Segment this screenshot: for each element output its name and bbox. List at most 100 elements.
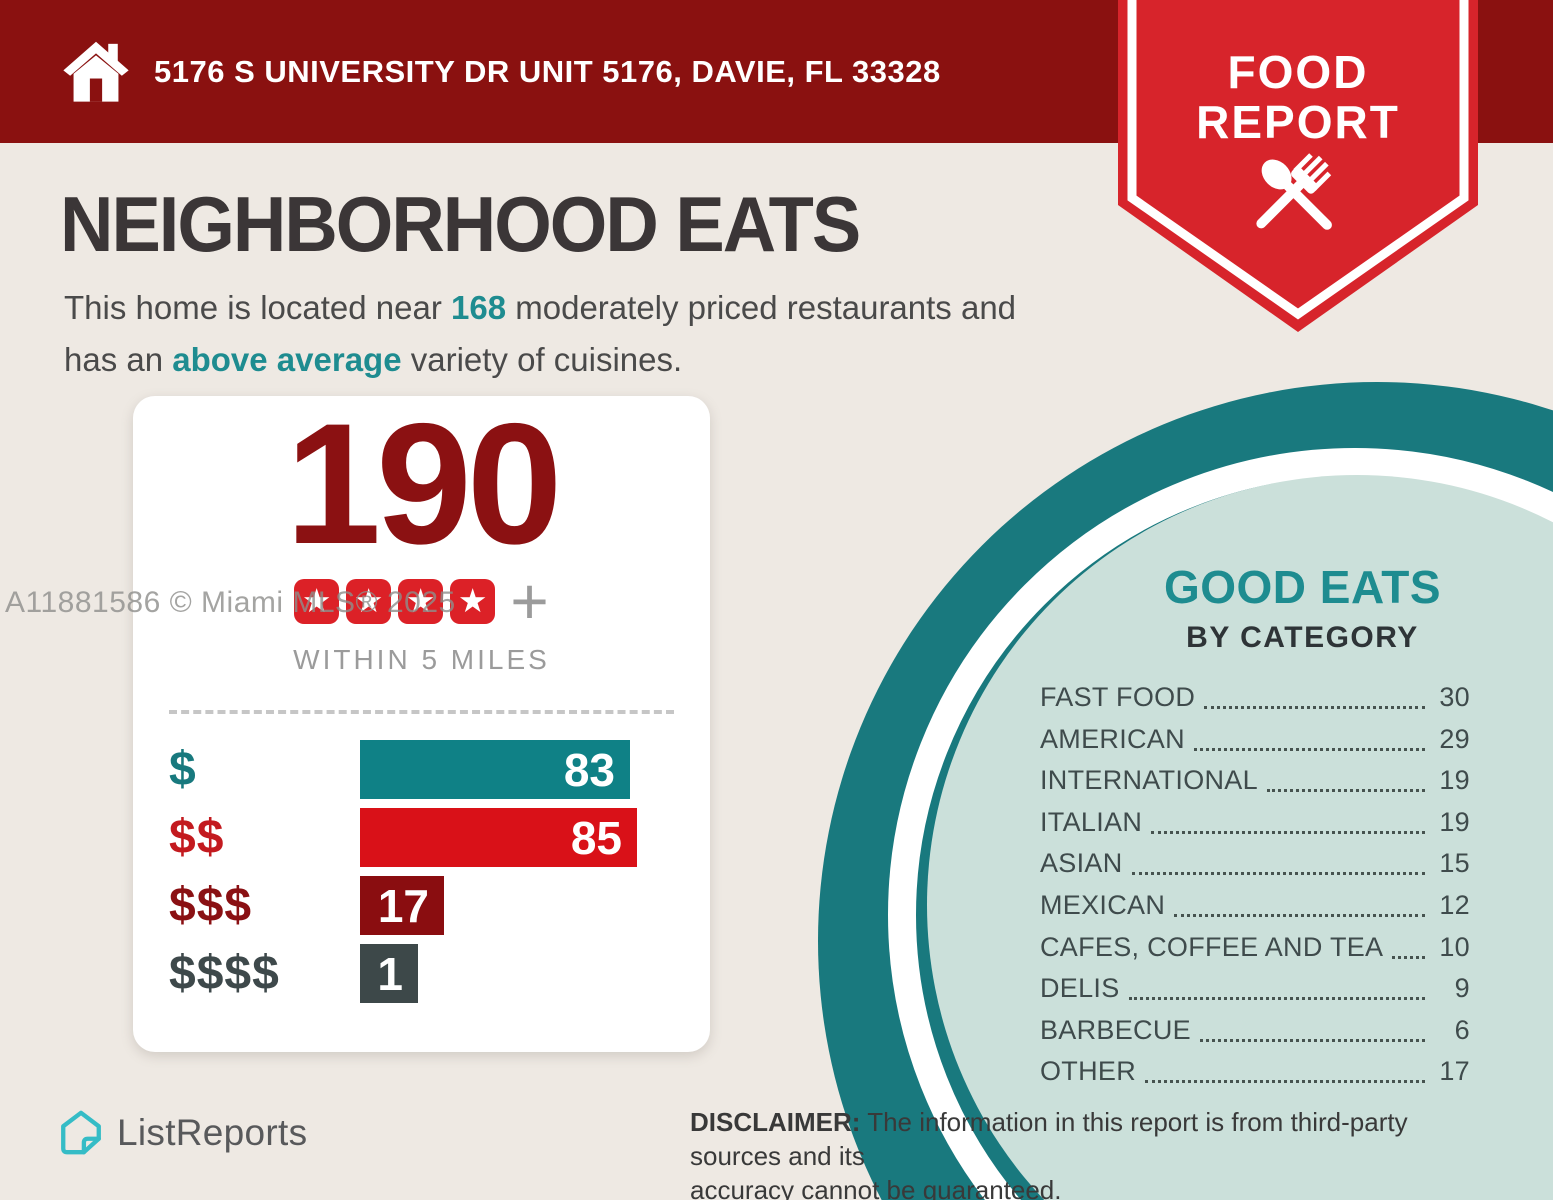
subtitle-text: variety of cuisines. [401, 341, 683, 379]
dotted-leader [1199, 1015, 1425, 1042]
category-row: ASIAN 15 [1040, 848, 1470, 890]
bar-row: $83 [169, 740, 692, 799]
category-value: 17 [1439, 1056, 1470, 1087]
category-label: MEXICAN [1040, 889, 1166, 920]
star-glyph: ★ [301, 582, 332, 619]
summary-card: 190 ★ ★ ★ ★ + WITHIN 5 MILES $83 $$ 85 $$$ 17 $$$… [133, 396, 710, 1052]
bar-value: 83 [563, 743, 615, 796]
dotted-leader [1128, 973, 1425, 1001]
bar-row: $$$ 17 [169, 876, 692, 935]
category-label: CAFES, COFFEE AND TEA [1040, 931, 1384, 962]
category-row: ITALIAN 19 [1040, 807, 1470, 849]
star-icon: ★ [450, 579, 496, 624]
restaurant-count: 190 [285, 388, 563, 580]
category-row: INTERNATIONAL 19 [1040, 765, 1470, 807]
category-row: MEXICAN 12 [1040, 890, 1470, 932]
dotted-leader [1151, 807, 1425, 834]
price-tier-label: $$ [169, 811, 225, 864]
mls-watermark: A11881586 © Miami MLS® 2025 [5, 586, 456, 619]
radius-label: WITHIN 5 MILES [293, 644, 550, 675]
category-value: 19 [1439, 765, 1470, 796]
star-rating: ★ ★ ★ ★ + [133, 564, 710, 638]
bar-row: $$ 85 [169, 808, 692, 867]
disclaimer-line-2: accuracy cannot be guaranteed. [690, 1174, 1062, 1200]
utensils-icon [1256, 153, 1332, 230]
ribbon-border [1127, 0, 1469, 320]
price-bar-chart: $83 $$ 85 $$$ 17 $$$$ 1 [169, 740, 692, 1012]
disclaimer: DISCLAIMER: The information in this repo… [690, 1106, 1502, 1200]
category-label: AMERICAN [1040, 723, 1185, 754]
category-label: DELIS [1040, 973, 1120, 1004]
star-glyph: ★ [457, 582, 488, 619]
category-row: DELIS 9 [1040, 973, 1470, 1015]
good-eats-title: GOOD EATS [1163, 561, 1442, 613]
price-tier-bar: 1 [360, 944, 418, 1003]
subtitle-text: This home is located near [64, 289, 452, 326]
category-label: INTERNATIONAL [1040, 765, 1258, 796]
category-value: 9 [1454, 973, 1470, 1004]
star-glyph: ★ [353, 582, 384, 619]
dotted-leader [1392, 932, 1425, 959]
category-value: 15 [1439, 848, 1470, 879]
star-icon: ★ [294, 579, 340, 624]
property-address: 5176 S UNIVERSITY DR UNIT 5176, DAVIE, F… [154, 53, 941, 89]
category-list: FAST FOOD 30 AMERICAN 29 INTERNATIONAL 19 ITAL… [1040, 682, 1470, 1098]
price-tier-label: $$$ [169, 879, 253, 932]
category-label: FAST FOOD [1040, 682, 1196, 712]
dotted-leader [1145, 1056, 1425, 1084]
dotted-leader [1266, 765, 1425, 793]
dotted-leader [1131, 848, 1425, 876]
listreports-logo: ListReports [57, 1108, 307, 1158]
house-icon [63, 41, 129, 102]
plus-icon: + [510, 564, 549, 638]
subtitle-line-1: This home is located near 168 moderately… [64, 282, 1104, 334]
ribbon-title-line1: FOOD [1228, 46, 1369, 98]
category-label: ASIAN [1040, 848, 1123, 879]
category-row: FAST FOOD 30 [1040, 682, 1470, 724]
dashed-divider [169, 710, 674, 714]
category-value: 19 [1439, 806, 1470, 837]
disclaimer-text-1: The information in this report is from t… [690, 1107, 1408, 1171]
category-value: 6 [1454, 1014, 1470, 1045]
category-value: 29 [1439, 723, 1470, 754]
price-tier-bar: 85 [360, 808, 637, 867]
bar-value: 1 [377, 947, 403, 1000]
price-tier-bar: 83 [360, 740, 630, 799]
category-row: CAFES, COFFEE AND TEA 10 [1040, 932, 1470, 974]
subtitle-highlight: 168 [451, 289, 507, 326]
price-tier-label: $$$$ [169, 947, 280, 1000]
page-subtitle: This home is located near 168 moderately… [64, 282, 1104, 386]
dotted-leader [1204, 682, 1425, 709]
good-eats-subtitle: BY CATEGORY [1186, 621, 1419, 654]
disclaimer-label: DISCLAIMER: [690, 1107, 861, 1137]
category-row: AMERICAN 29 [1040, 724, 1470, 766]
brand-name: ListReports [117, 1112, 308, 1153]
disclaimer-line-1: DISCLAIMER: The information in this repo… [690, 1106, 1502, 1174]
subtitle-line-2: has an above average variety of cuisines… [64, 334, 1104, 386]
subtitle-text: has an [64, 341, 173, 379]
star-icon: ★ [346, 579, 392, 624]
bar-value: 17 [377, 879, 429, 932]
star-icon: ★ [398, 579, 444, 624]
category-value: 10 [1439, 931, 1470, 962]
bar-value: 85 [570, 811, 622, 864]
price-tier-label: $ [169, 743, 197, 796]
listreports-icon [61, 1110, 101, 1155]
category-label: OTHER [1040, 1056, 1136, 1087]
category-value: 30 [1439, 682, 1470, 712]
ribbon-title-line2: REPORT [1196, 96, 1400, 148]
bar-row: $$$$ 1 [169, 944, 692, 1003]
star-glyph: ★ [405, 582, 436, 619]
dotted-leader [1174, 890, 1425, 917]
price-tier-bar: 17 [360, 876, 444, 935]
category-value: 12 [1439, 889, 1470, 920]
category-label: BARBECUE [1040, 1014, 1191, 1045]
dotted-leader [1193, 724, 1425, 751]
good-eats-panel: GOOD EATS BY CATEGORY FAST FOOD 30 AMERICA… [1040, 560, 1470, 1098]
category-row: BARBECUE 6 [1040, 1015, 1470, 1057]
category-label: ITALIAN [1040, 806, 1143, 837]
subtitle-text: moderately priced restaurants and [506, 289, 1017, 326]
category-row: OTHER 17 [1040, 1056, 1470, 1098]
page-title: NEIGHBORHOOD EATS [60, 180, 861, 268]
